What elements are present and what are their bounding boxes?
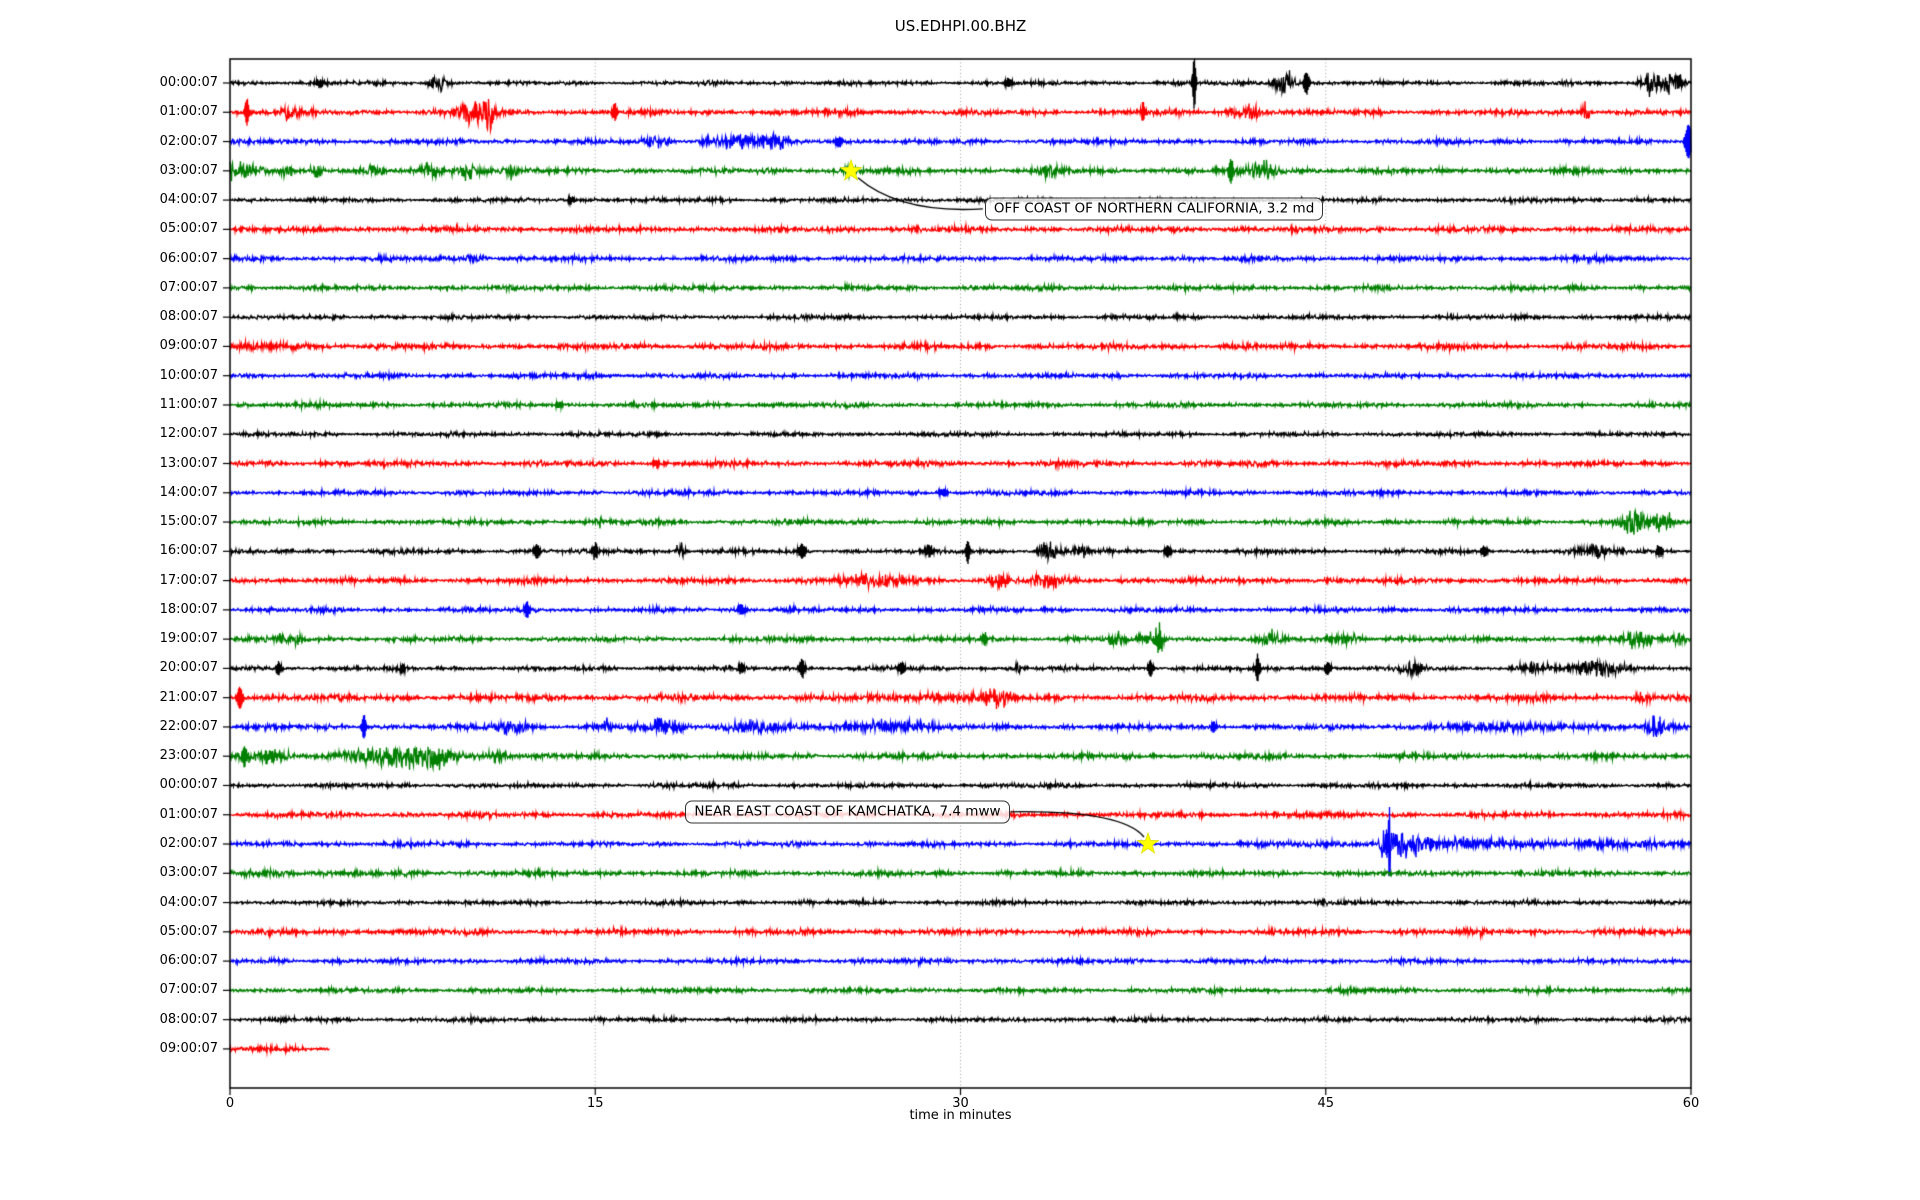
y-axis-hour-label: 01:00:07 — [159, 806, 218, 822]
y-axis-hour-label: 03:00:07 — [159, 865, 218, 881]
x-axis-tick-label: 0 — [225, 1096, 235, 1111]
y-axis-hour-label: 02:00:07 — [159, 836, 218, 852]
y-axis-hour-label: 16:00:07 — [159, 543, 218, 559]
event-annotation-kamchatka: NEAR EAST COAST OF KAMCHATKA, 7.4 mww — [685, 800, 1010, 824]
y-axis-hour-label: 07:00:07 — [159, 279, 218, 295]
y-axis-hour-label: 19:00:07 — [159, 631, 218, 647]
y-axis-hour-label: 22:00:07 — [159, 718, 218, 734]
y-axis-hour-label: 04:00:07 — [159, 192, 218, 208]
y-axis-hour-label: 06:00:07 — [159, 250, 218, 266]
y-axis-hour-label: 23:00:07 — [159, 748, 218, 764]
x-axis-tick-label: 15 — [586, 1096, 604, 1111]
y-axis-hour-label: 14:00:07 — [159, 484, 218, 500]
event-annotation-label: NEAR EAST COAST OF KAMCHATKA, 7.4 mww — [694, 803, 1001, 820]
y-axis-hour-label: 13:00:07 — [159, 455, 218, 471]
y-axis-hour-label: 08:00:07 — [159, 309, 218, 325]
y-axis-hour-label: 05:00:07 — [159, 221, 218, 237]
x-axis-tick-label: 60 — [1682, 1096, 1700, 1111]
y-axis-hour-label: 15:00:07 — [159, 514, 218, 530]
y-axis-hour-label: 09:00:07 — [159, 338, 218, 354]
y-axis-hour-label: 06:00:07 — [159, 953, 218, 969]
y-axis-hour-label: 00:00:07 — [159, 75, 218, 90]
y-axis-hour-label: 20:00:07 — [159, 660, 218, 676]
x-axis-title: time in minutes — [909, 1108, 1012, 1123]
y-axis-hour-label: 03:00:07 — [159, 162, 218, 178]
event-annotation-label: OFF COAST OF NORTHERN CALIFORNIA, 3.2 md — [993, 200, 1315, 217]
y-axis-hour-label: 00:00:07 — [159, 777, 218, 793]
x-axis-tick-label: 45 — [1317, 1096, 1335, 1111]
y-axis-hour-label: 17:00:07 — [159, 572, 218, 588]
event-annotation-california: OFF COAST OF NORTHERN CALIFORNIA, 3.2 md — [984, 197, 1324, 221]
event-star-icon — [1136, 832, 1160, 854]
plot-title: US.EDHPI.00.BHZ — [894, 17, 1027, 35]
event-star-icon — [839, 158, 863, 181]
y-axis-hour-label: 12:00:07 — [159, 426, 218, 442]
y-axis-hour-label: 09:00:07 — [159, 1040, 218, 1056]
y-axis-hour-label: 01:00:07 — [159, 104, 218, 120]
y-axis-hour-label: 18:00:07 — [159, 601, 218, 617]
x-axis-tick-label: 30 — [952, 1096, 969, 1111]
y-axis-hour-label: 04:00:07 — [159, 894, 218, 910]
y-axis-hour-label: 05:00:07 — [159, 923, 218, 939]
y-axis-hour-label: 08:00:07 — [159, 1011, 218, 1027]
y-axis-hour-label: 21:00:07 — [159, 689, 218, 705]
y-axis-hour-label: 07:00:07 — [159, 982, 218, 998]
y-axis-hour-label: 11:00:07 — [159, 396, 218, 412]
y-axis-hour-label: 02:00:07 — [159, 133, 218, 149]
y-axis-hour-label: 10:00:07 — [159, 367, 218, 383]
